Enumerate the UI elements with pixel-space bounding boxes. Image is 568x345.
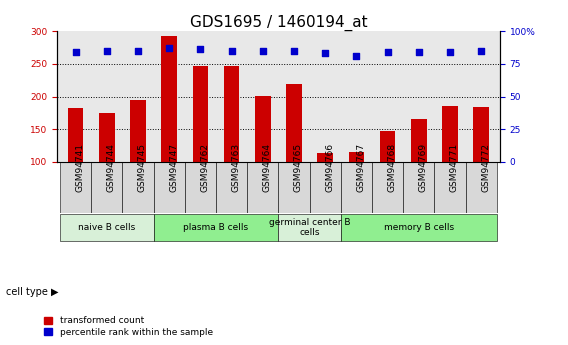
Point — [320, 51, 329, 56]
Bar — [349, 152, 364, 162]
FancyBboxPatch shape — [403, 162, 435, 214]
FancyBboxPatch shape — [185, 162, 216, 214]
Text: GSM94767: GSM94767 — [356, 142, 365, 192]
Point — [289, 48, 298, 53]
Point — [102, 48, 111, 53]
Bar — [286, 84, 302, 162]
FancyBboxPatch shape — [153, 214, 278, 241]
Bar — [161, 36, 177, 162]
Point — [133, 48, 143, 53]
Bar — [411, 119, 427, 162]
FancyBboxPatch shape — [310, 162, 341, 214]
Text: GSM94741: GSM94741 — [76, 142, 85, 191]
FancyBboxPatch shape — [341, 162, 372, 214]
Point — [165, 45, 174, 51]
Text: memory B cells: memory B cells — [383, 223, 454, 232]
Bar — [224, 66, 239, 162]
Bar — [99, 113, 115, 162]
Text: GSM94764: GSM94764 — [263, 142, 272, 191]
Text: GSM94747: GSM94747 — [169, 142, 178, 191]
Text: GSM94765: GSM94765 — [294, 142, 303, 192]
FancyBboxPatch shape — [216, 162, 247, 214]
Point — [196, 47, 205, 52]
FancyBboxPatch shape — [372, 162, 403, 214]
Text: GSM94745: GSM94745 — [138, 142, 147, 191]
Point — [414, 49, 423, 55]
Bar — [68, 108, 83, 162]
FancyBboxPatch shape — [60, 162, 91, 214]
Text: GSM94763: GSM94763 — [232, 142, 240, 192]
FancyBboxPatch shape — [341, 214, 497, 241]
Text: GSM94762: GSM94762 — [201, 142, 210, 191]
FancyBboxPatch shape — [153, 162, 185, 214]
Point — [445, 49, 454, 55]
FancyBboxPatch shape — [278, 214, 341, 241]
Point — [258, 48, 268, 53]
FancyBboxPatch shape — [435, 162, 466, 214]
Text: GSM94766: GSM94766 — [325, 142, 334, 192]
FancyBboxPatch shape — [122, 162, 153, 214]
Text: cell type ▶: cell type ▶ — [6, 287, 58, 296]
Text: plasma B cells: plasma B cells — [183, 223, 248, 232]
Text: GSM94769: GSM94769 — [419, 142, 428, 192]
FancyBboxPatch shape — [278, 162, 310, 214]
Bar — [442, 106, 458, 162]
Text: germinal center B
cells: germinal center B cells — [269, 218, 350, 237]
Text: GSM94768: GSM94768 — [387, 142, 396, 192]
Bar — [255, 96, 270, 162]
Point — [227, 48, 236, 53]
Point — [352, 53, 361, 59]
Text: naive B cells: naive B cells — [78, 223, 135, 232]
FancyBboxPatch shape — [466, 162, 497, 214]
Title: GDS1695 / 1460194_at: GDS1695 / 1460194_at — [190, 15, 367, 31]
Text: GSM94772: GSM94772 — [481, 142, 490, 191]
FancyBboxPatch shape — [247, 162, 278, 214]
Text: GSM94771: GSM94771 — [450, 142, 459, 192]
Bar — [380, 130, 395, 162]
Bar — [193, 66, 208, 162]
FancyBboxPatch shape — [60, 214, 153, 241]
Text: GSM94744: GSM94744 — [107, 143, 116, 191]
Legend: transformed count, percentile rank within the sample: transformed count, percentile rank withi… — [44, 316, 213, 337]
Point — [383, 49, 392, 55]
Bar — [130, 100, 146, 162]
Bar — [473, 107, 489, 162]
Point — [477, 48, 486, 53]
Bar — [318, 154, 333, 162]
Point — [71, 49, 80, 55]
FancyBboxPatch shape — [91, 162, 122, 214]
